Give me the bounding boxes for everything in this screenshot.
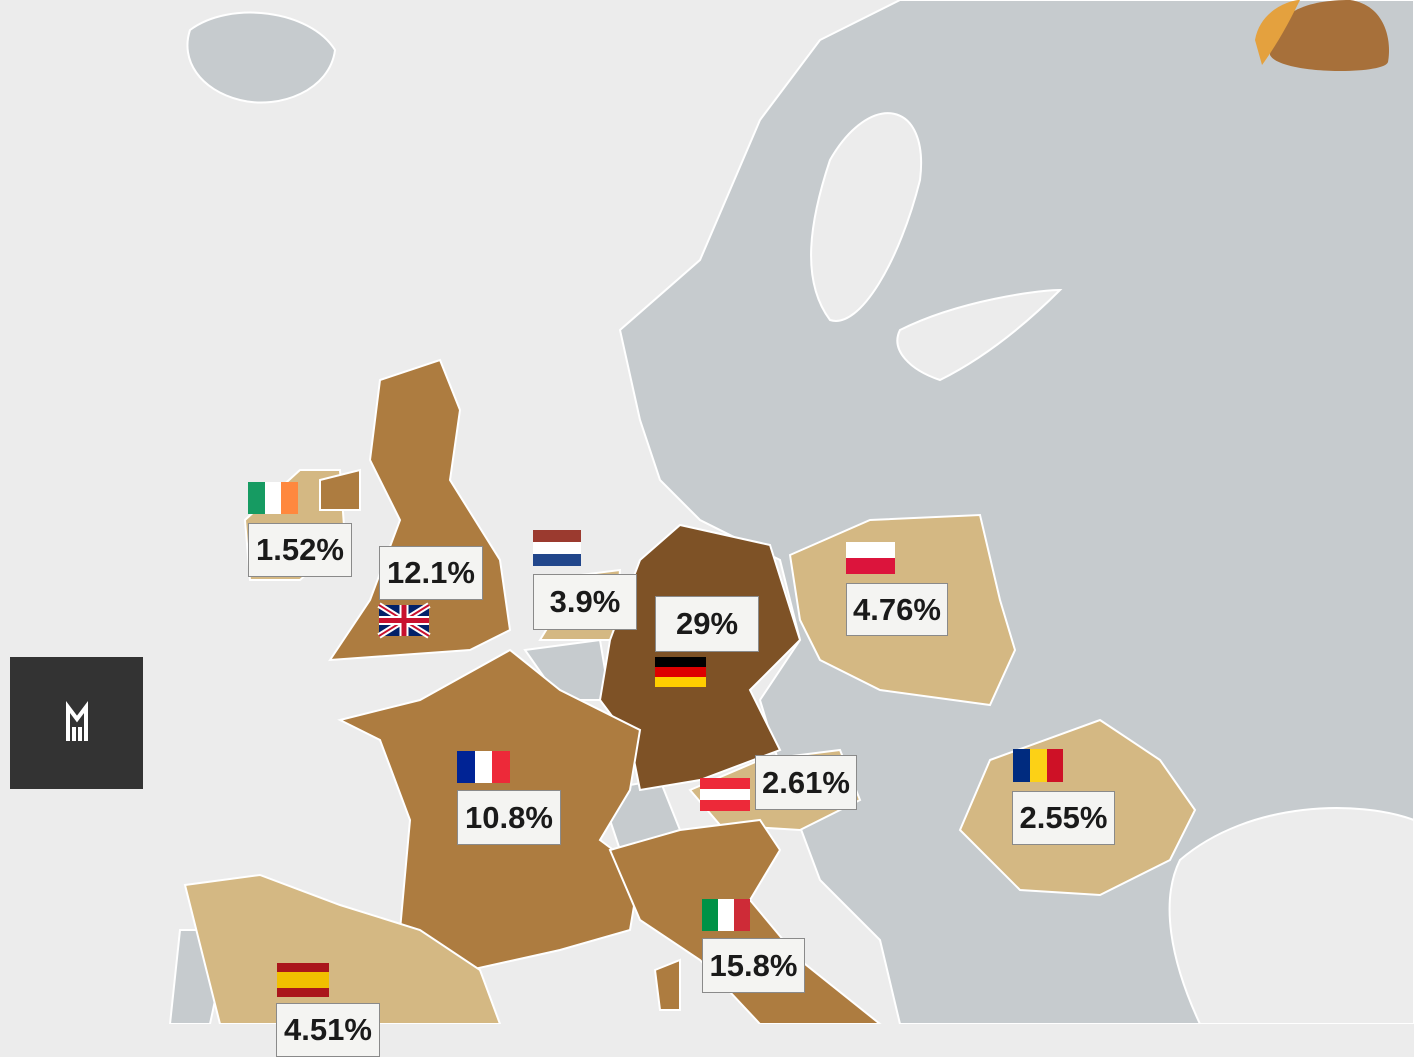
flag-netherlands	[533, 530, 581, 566]
flag-uk	[377, 602, 431, 639]
brand-mark	[66, 701, 88, 741]
flag-italy	[702, 899, 750, 931]
share-label: 15.8%	[702, 938, 805, 993]
share-label: 10.8%	[457, 790, 561, 845]
share-label: 12.1%	[379, 546, 483, 600]
flag-france	[457, 751, 510, 783]
flag-germany	[655, 657, 706, 687]
share-label: 1.52%	[248, 523, 352, 577]
flag-austria	[700, 778, 750, 811]
flags	[248, 482, 1063, 997]
bread-logo	[1255, 0, 1390, 72]
brand-logo	[10, 657, 143, 789]
land	[168, 0, 1414, 1024]
flag-poland	[846, 542, 895, 574]
page: {"labels":[ {"text":"1.52%"},{"text":"12…	[10, 0, 1414, 1057]
share-label: 29%	[655, 596, 759, 652]
share-label: 2.61%	[755, 755, 857, 810]
flag-romania	[1013, 749, 1063, 782]
flag-spain	[277, 963, 329, 997]
share-label: 4.76%	[846, 583, 948, 636]
flag-ireland	[248, 482, 298, 514]
share-label: 2.55%	[1012, 791, 1115, 845]
map	[168, 0, 1414, 1024]
share-label: 3.9%	[533, 574, 637, 630]
share-label: 4.51%	[276, 1003, 380, 1057]
